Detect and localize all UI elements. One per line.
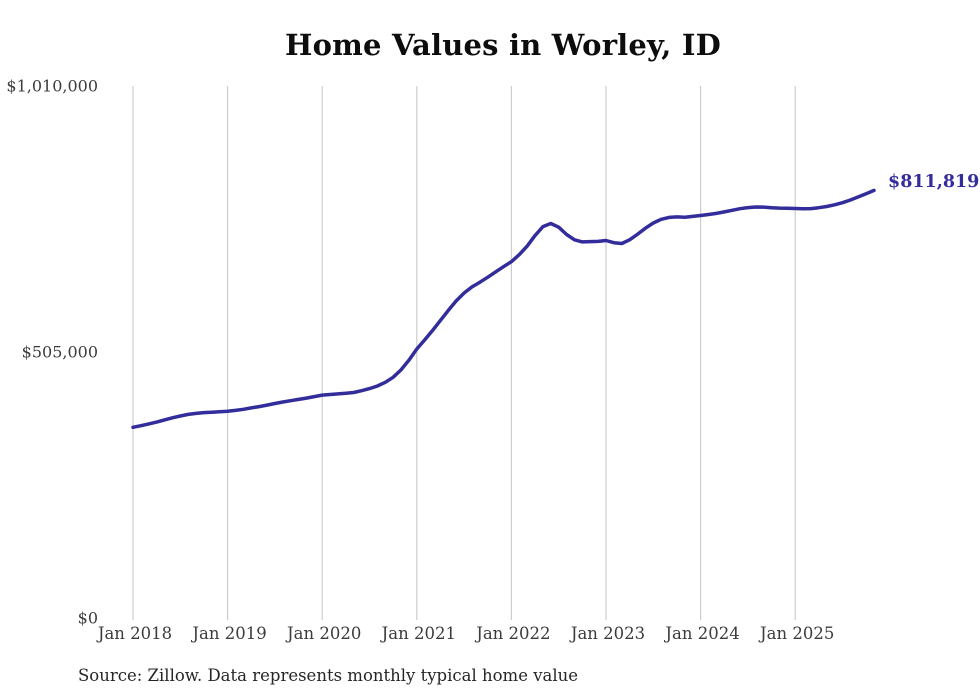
home-value-line [131, 188, 876, 430]
x-axis-tick-label: Jan 2022 [476, 624, 551, 643]
x-axis-tick-label: Jan 2021 [381, 624, 456, 643]
x-axis-tick-label: Jan 2025 [760, 624, 835, 643]
x-axis-tick-label: Jan 2019 [192, 624, 267, 643]
x-axis-tick-label: Jan 2020 [287, 624, 362, 643]
x-axis-tick-label: Jan 2024 [665, 624, 740, 643]
source-note: Source: Zillow. Data represents monthly … [78, 666, 579, 685]
chart-title: Home Values in Worley, ID [284, 28, 722, 62]
y-axis-tick-label: $0 [77, 608, 98, 628]
latest-value-label: $811,819 [888, 172, 980, 193]
y-axis-tick-label: $505,000 [21, 342, 98, 362]
x-axis: Jan 2018 Jan 2019 Jan 2020 Jan 2021 Jan 2022… [0, 624, 980, 648]
x-axis-tick-label: Jan 2023 [570, 624, 646, 643]
y-axis-tick-label: $1,010,000 [6, 76, 98, 96]
x-axis-tick-label: Jan 2018 [97, 624, 173, 643]
